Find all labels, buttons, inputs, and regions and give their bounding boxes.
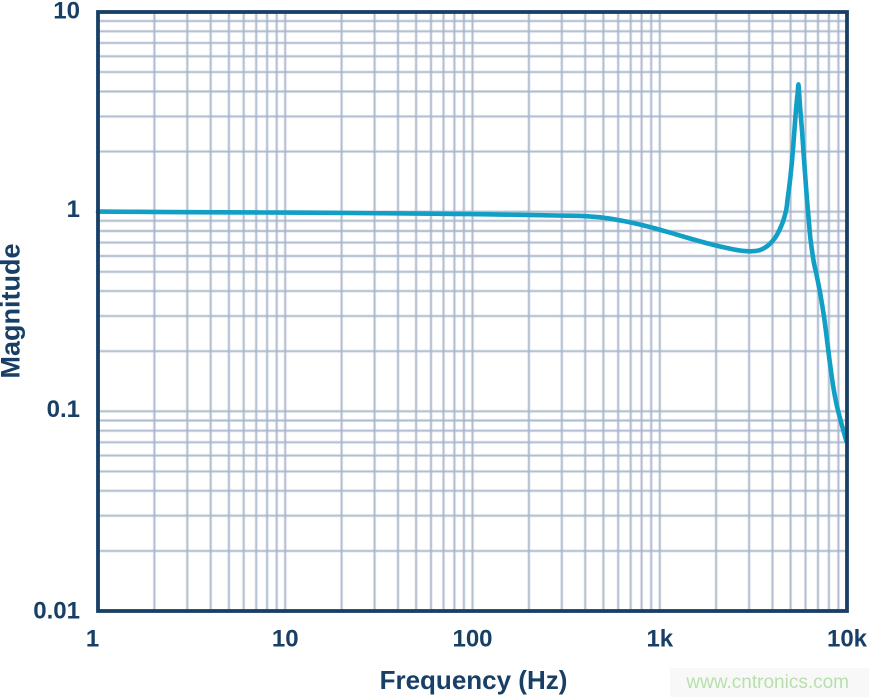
svg-text:1: 1 [67, 196, 80, 223]
svg-text:10k: 10k [827, 626, 868, 653]
svg-text:1: 1 [86, 626, 99, 653]
svg-text:www.cntronics.com: www.cntronics.com [685, 672, 849, 693]
svg-text:1k: 1k [646, 626, 673, 653]
svg-text:10: 10 [272, 626, 299, 653]
svg-text:Magnitude: Magnitude [0, 244, 26, 379]
svg-text:0.1: 0.1 [47, 396, 80, 423]
svg-text:10: 10 [53, 0, 80, 25]
svg-text:Frequency (Hz): Frequency (Hz) [380, 665, 568, 695]
svg-text:100: 100 [452, 626, 492, 653]
svg-text:0.01: 0.01 [33, 598, 80, 625]
